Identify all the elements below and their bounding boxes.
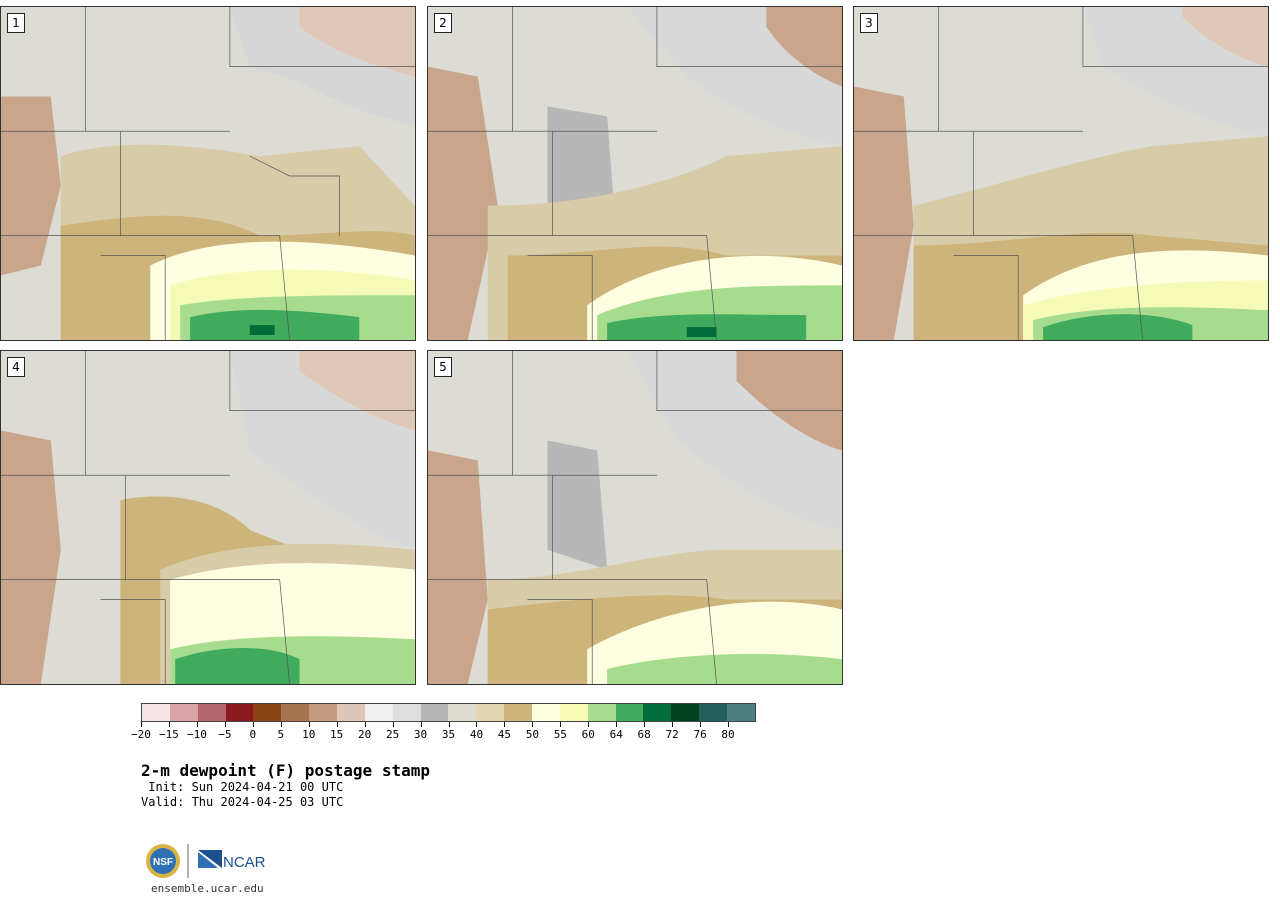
colorbar-tick-label: 35 <box>441 728 456 741</box>
colorbar-tick <box>532 722 534 727</box>
dewpoint-map-3 <box>854 7 1268 340</box>
colorbar-swatch-20 <box>699 704 728 721</box>
colorbar-tick <box>728 722 730 727</box>
colorbar <box>141 703 756 722</box>
colorbar-tick <box>616 722 618 727</box>
colorbar-tick-label: −20 <box>131 728 151 741</box>
colorbar-tick-label: 25 <box>385 728 400 741</box>
panel-number-5: 5 <box>434 357 452 377</box>
colorbar-tick <box>448 722 450 727</box>
colorbar-tick-label: 40 <box>469 728 484 741</box>
colorbar-tick-label: 68 <box>637 728 651 741</box>
colorbar-swatch-9 <box>392 704 421 721</box>
colorbar-tick-label: 72 <box>665 728 679 741</box>
colorbar-swatch-13 <box>504 704 533 721</box>
colorbar-tick-label: 20 <box>358 728 372 741</box>
colorbar-tick-label: 5 <box>277 728 285 741</box>
ncar-text: NCAR <box>223 854 266 871</box>
colorbar-tick <box>588 722 590 727</box>
colorbar-swatch-4 <box>253 704 282 721</box>
colorbar-tick <box>700 722 702 727</box>
colorbar-tick <box>504 722 506 727</box>
logos: NSF NCAR <box>144 842 274 882</box>
colorbar-tick-label: 76 <box>693 728 707 741</box>
colorbar-swatch-1 <box>169 704 198 721</box>
colorbar-swatch-14 <box>532 704 560 721</box>
colorbar-tick <box>308 722 310 727</box>
colorbar-tick <box>224 722 226 727</box>
colorbar-swatch-10 <box>420 704 449 721</box>
dewpoint-map-4 <box>1 351 415 684</box>
colorbar-tick <box>336 722 338 727</box>
colorbar-tick-label: 60 <box>581 728 595 741</box>
stamp-panel-5: 5 <box>427 350 843 685</box>
colorbar-tick-label: −10 <box>186 728 207 741</box>
colorbar-swatch-18 <box>643 704 672 721</box>
colorbar-tick-label: 80 <box>721 728 735 741</box>
colorbar-tick-label: 64 <box>609 728 623 741</box>
dewpoint-map-2 <box>428 7 842 340</box>
colorbar-tick-label: 0 <box>249 728 257 741</box>
colorbar-swatch-5 <box>281 704 310 721</box>
colorbar-swatch-0 <box>142 704 170 721</box>
colorbar-swatch-11 <box>448 704 477 721</box>
colorbar-tick-label: 55 <box>553 728 567 741</box>
colorbar-swatch-3 <box>225 704 254 721</box>
stamp-panel-4: 4 <box>0 350 416 685</box>
colorbar-tick-label: 10 <box>302 728 316 741</box>
colorbar-tick <box>672 722 674 727</box>
colorbar-tick <box>168 722 170 727</box>
panel-number-2: 2 <box>434 13 452 33</box>
colorbar-swatch-16 <box>587 704 616 721</box>
colorbar-swatch-17 <box>615 704 644 721</box>
stamp-panel-1: 1 <box>0 6 416 341</box>
panel-number-1: 1 <box>7 13 25 33</box>
colorbar-swatch-8 <box>364 704 393 721</box>
stamp-panel-2: 2 <box>427 6 843 341</box>
colorbar-tick-label: −15 <box>159 728 179 741</box>
colorbar-tick <box>420 722 422 727</box>
colorbar-tick <box>560 722 562 727</box>
nsf-text: NSF <box>153 857 173 868</box>
colorbar-tick-label: 30 <box>413 728 428 741</box>
colorbar-swatch-2 <box>197 704 226 721</box>
colorbar-tick <box>196 722 198 727</box>
dewpoint-map-1 <box>1 7 415 340</box>
colorbar-tick <box>252 722 254 727</box>
valid-time: Valid: Thu 2024-04-25 03 UTC <box>141 795 344 809</box>
panel-number-3: 3 <box>860 13 878 33</box>
init-time: Init: Sun 2024-04-21 00 UTC <box>141 780 344 794</box>
colorbar-tick-label: −5 <box>218 728 232 741</box>
map-title: 2-m dewpoint (F) postage stamp <box>141 761 430 780</box>
colorbar-ticks: −20 −15 −10 −5 0 5 10 15 20 25 30 35 40 45 50 55 60 64 68 7… <box>131 722 756 742</box>
colorbar-swatch-15 <box>559 704 588 721</box>
colorbar-tick-label: 15 <box>330 728 344 741</box>
nsf-logo-icon: NSF <box>146 844 180 878</box>
colorbar-swatch-19 <box>671 704 700 721</box>
panel-number-4: 4 <box>7 357 25 377</box>
colorbar-swatch-6 <box>309 704 338 721</box>
colorbar-tick <box>364 722 366 727</box>
colorbar-tick <box>280 722 282 727</box>
ncar-logo-icon: NCAR <box>198 850 266 871</box>
colorbar-tick-label: 50 <box>525 728 539 741</box>
colorbar-swatch-21 <box>727 704 755 721</box>
dewpoint-map-5 <box>428 351 842 684</box>
stamp-panel-3: 3 <box>853 6 1269 341</box>
colorbar-tick <box>141 722 142 727</box>
colorbar-tick-label: 45 <box>497 728 512 741</box>
colorbar-tick <box>392 722 394 727</box>
site-url: ensemble.ucar.edu <box>151 882 264 895</box>
colorbar-tick <box>644 722 646 727</box>
colorbar-tick <box>476 722 478 727</box>
colorbar-swatch-7 <box>337 704 365 721</box>
colorbar-swatch-12 <box>476 704 505 721</box>
